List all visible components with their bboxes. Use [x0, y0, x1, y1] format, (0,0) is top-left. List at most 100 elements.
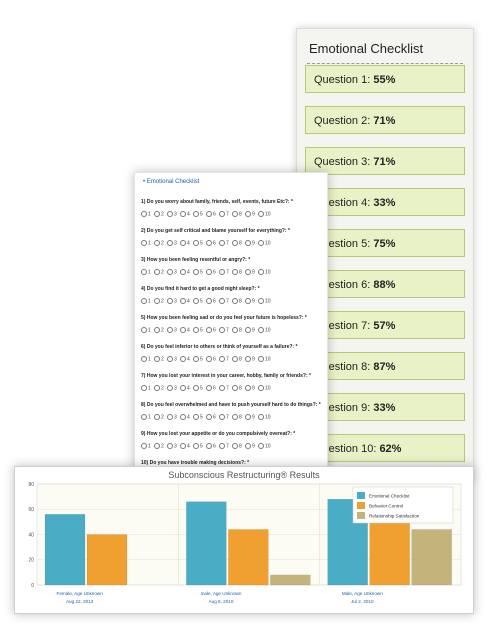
- rating-radio[interactable]: 1: [141, 414, 151, 420]
- rating-radio[interactable]: 4: [180, 385, 190, 391]
- rating-radio[interactable]: 3: [167, 211, 177, 217]
- rating-radio[interactable]: 7: [219, 385, 229, 391]
- rating-radio[interactable]: 7: [219, 327, 229, 333]
- rating-radio[interactable]: 4: [180, 327, 190, 333]
- panel-title: Emotional Checklist: [309, 41, 424, 56]
- rating-radio[interactable]: 1: [141, 385, 151, 391]
- rating-radio[interactable]: 10: [258, 269, 271, 275]
- rating-radio[interactable]: 8: [232, 414, 242, 420]
- rating-radio[interactable]: 1: [141, 327, 151, 333]
- rating-radio[interactable]: 4: [180, 211, 190, 217]
- rating-radio[interactable]: 2: [154, 269, 164, 275]
- rating-radio[interactable]: 4: [180, 240, 190, 246]
- rating-radio[interactable]: 4: [180, 269, 190, 275]
- rating-radio[interactable]: 1: [141, 298, 151, 304]
- rating-radio[interactable]: 4: [180, 443, 190, 449]
- rating-radio[interactable]: 6: [206, 414, 216, 420]
- rating-label: 1: [148, 269, 151, 276]
- rating-radio[interactable]: 2: [154, 240, 164, 246]
- rating-radio[interactable]: 8: [232, 240, 242, 246]
- rating-radio[interactable]: 2: [154, 298, 164, 304]
- score-card-question-7: Question 7: 57%: [305, 311, 465, 339]
- rating-radio[interactable]: 9: [245, 211, 255, 217]
- rating-radio[interactable]: 7: [219, 443, 229, 449]
- rating-radio[interactable]: 8: [232, 327, 242, 333]
- rating-radio[interactable]: 7: [219, 211, 229, 217]
- rating-radio[interactable]: 5: [193, 443, 203, 449]
- rating-radio[interactable]: 6: [206, 443, 216, 449]
- rating-radio[interactable]: 9: [245, 414, 255, 420]
- rating-radio[interactable]: 1: [141, 443, 151, 449]
- rating-radio[interactable]: 9: [245, 385, 255, 391]
- rating-radio[interactable]: 7: [219, 356, 229, 362]
- rating-radio[interactable]: 6: [206, 269, 216, 275]
- rating-radio[interactable]: 10: [258, 240, 271, 246]
- rating-radio[interactable]: 6: [206, 211, 216, 217]
- rating-radio[interactable]: 1: [141, 356, 151, 362]
- rating-radio[interactable]: 10: [258, 414, 271, 420]
- rating-radio[interactable]: 3: [167, 414, 177, 420]
- rating-radio[interactable]: 1: [141, 211, 151, 217]
- rating-radio[interactable]: 8: [232, 211, 242, 217]
- rating-radio[interactable]: 3: [167, 269, 177, 275]
- rating-radio[interactable]: 4: [180, 414, 190, 420]
- rating-radio[interactable]: 6: [206, 327, 216, 333]
- rating-radio[interactable]: 3: [167, 327, 177, 333]
- rating-label: 6: [213, 240, 216, 247]
- rating-radio[interactable]: 4: [180, 298, 190, 304]
- rating-radio[interactable]: 3: [167, 385, 177, 391]
- rating-radio[interactable]: 5: [193, 414, 203, 420]
- rating-radio[interactable]: 3: [167, 356, 177, 362]
- bar-relationship-satisfaction: [270, 574, 311, 586]
- rating-radio[interactable]: 9: [245, 240, 255, 246]
- rating-radio[interactable]: 7: [219, 240, 229, 246]
- rating-radio[interactable]: 9: [245, 327, 255, 333]
- rating-radio[interactable]: 8: [232, 269, 242, 275]
- rating-radio[interactable]: 7: [219, 414, 229, 420]
- rating-radio[interactable]: 1: [141, 240, 151, 246]
- rating-radio[interactable]: 3: [167, 240, 177, 246]
- rating-radio[interactable]: 10: [258, 327, 271, 333]
- rating-radio[interactable]: 5: [193, 211, 203, 217]
- rating-radio[interactable]: 5: [193, 240, 203, 246]
- rating-radio[interactable]: 8: [232, 356, 242, 362]
- rating-radio[interactable]: 6: [206, 385, 216, 391]
- rating-radio[interactable]: 2: [154, 211, 164, 217]
- radio-circle-icon: [206, 385, 212, 391]
- rating-radio[interactable]: 9: [245, 443, 255, 449]
- rating-radio[interactable]: 10: [258, 385, 271, 391]
- question-block: 2) Do you get self critical and blame yo…: [141, 228, 325, 248]
- rating-radio[interactable]: 9: [245, 298, 255, 304]
- question-block: 1) Do you worry about family, friends, s…: [141, 199, 325, 219]
- chart-title: Subconscious Restructuring® Results: [168, 470, 320, 480]
- rating-radio[interactable]: 5: [193, 385, 203, 391]
- rating-radio[interactable]: 5: [193, 269, 203, 275]
- rating-radio[interactable]: 5: [193, 356, 203, 362]
- rating-radio[interactable]: 3: [167, 298, 177, 304]
- rating-radio[interactable]: 4: [180, 356, 190, 362]
- rating-radio[interactable]: 10: [258, 443, 271, 449]
- rating-radio[interactable]: 2: [154, 443, 164, 449]
- rating-radio[interactable]: 3: [167, 443, 177, 449]
- rating-radio[interactable]: 8: [232, 385, 242, 391]
- rating-radio[interactable]: 6: [206, 298, 216, 304]
- rating-radio[interactable]: 8: [232, 298, 242, 304]
- rating-radio[interactable]: 6: [206, 356, 216, 362]
- rating-radio[interactable]: 10: [258, 356, 271, 362]
- score-value: 55%: [373, 74, 396, 86]
- rating-radio[interactable]: 7: [219, 269, 229, 275]
- rating-radio[interactable]: 2: [154, 356, 164, 362]
- rating-radio[interactable]: 9: [245, 269, 255, 275]
- rating-radio[interactable]: 2: [154, 327, 164, 333]
- rating-radio[interactable]: 7: [219, 298, 229, 304]
- rating-radio[interactable]: 9: [245, 356, 255, 362]
- rating-radio[interactable]: 5: [193, 327, 203, 333]
- rating-radio[interactable]: 10: [258, 298, 271, 304]
- rating-radio[interactable]: 10: [258, 211, 271, 217]
- rating-radio[interactable]: 2: [154, 414, 164, 420]
- rating-radio[interactable]: 6: [206, 240, 216, 246]
- rating-radio[interactable]: 5: [193, 298, 203, 304]
- rating-radio[interactable]: 8: [232, 443, 242, 449]
- rating-radio[interactable]: 2: [154, 385, 164, 391]
- rating-radio[interactable]: 1: [141, 269, 151, 275]
